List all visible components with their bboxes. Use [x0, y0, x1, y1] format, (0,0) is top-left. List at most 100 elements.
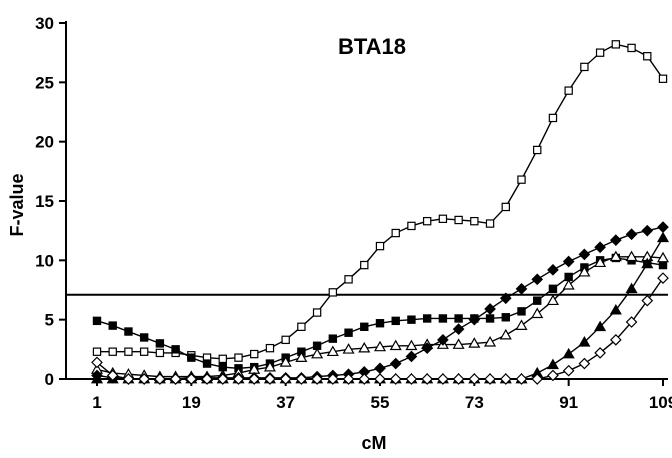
- data-point-filled-square: [485, 314, 495, 323]
- data-point-open-diamond: [311, 373, 323, 385]
- data-point-filled-triangle: [562, 347, 575, 359]
- data-point-open-triangle: [405, 339, 418, 351]
- x-tick-label: 19: [182, 393, 201, 412]
- data-point-open-square: [234, 353, 243, 362]
- data-point-filled-square: [548, 284, 558, 294]
- data-point-open-diamond: [374, 373, 386, 385]
- data-point-filled-square: [517, 307, 526, 316]
- data-point-filled-diamond: [484, 303, 496, 315]
- data-point-filled-triangle: [594, 320, 607, 332]
- data-point-open-diamond: [578, 357, 591, 370]
- y-tick-label: 20: [35, 133, 54, 152]
- y-tick-label: 10: [35, 251, 54, 270]
- data-point-open-diamond: [138, 373, 151, 385]
- data-point-open-diamond: [405, 373, 418, 385]
- data-point-open-diamond: [342, 373, 355, 385]
- data-point-open-diamond: [437, 373, 449, 385]
- data-point-filled-diamond: [625, 228, 638, 241]
- data-point-open-diamond: [122, 373, 135, 385]
- data-point-open-triangle: [515, 319, 528, 330]
- data-point-filled-diamond: [374, 362, 386, 375]
- data-point-open-diamond: [201, 373, 213, 385]
- y-tick-label: 5: [45, 311, 54, 330]
- data-point-filled-diamond: [452, 323, 465, 336]
- data-point-open-triangle: [295, 351, 308, 362]
- x-tick-label: 109: [649, 393, 672, 412]
- data-point-open-square: [548, 113, 558, 123]
- data-point-filled-square: [658, 260, 668, 270]
- data-point-filled-triangle: [578, 336, 591, 347]
- data-point-open-diamond: [468, 373, 481, 385]
- data-point-filled-square: [422, 314, 432, 323]
- data-point-filled-square: [375, 319, 385, 328]
- data-point-open-triangle: [342, 343, 355, 354]
- data-point-open-square: [344, 275, 353, 284]
- data-point-filled-diamond: [657, 221, 669, 233]
- data-point-filled-square: [155, 339, 165, 348]
- data-point-open-square: [454, 215, 463, 225]
- data-point-open-triangle: [546, 294, 559, 306]
- data-point-open-triangle: [326, 345, 339, 357]
- data-point-filled-square: [171, 345, 180, 354]
- data-point-filled-diamond: [562, 255, 575, 268]
- data-point-filled-diamond: [499, 292, 512, 305]
- data-point-open-diamond: [169, 373, 182, 385]
- data-point-filled-triangle: [609, 303, 622, 315]
- x-tick-label: 37: [276, 393, 295, 412]
- data-point-open-diamond: [531, 373, 544, 385]
- data-point-open-diamond: [421, 373, 434, 385]
- series-line: [96, 256, 664, 378]
- data-point-filled-square: [438, 314, 448, 323]
- data-point-open-square: [422, 216, 432, 226]
- data-point-open-square: [438, 214, 448, 223]
- data-point-open-square: [564, 86, 573, 95]
- data-point-open-diamond: [358, 373, 371, 385]
- data-point-filled-diamond: [641, 224, 654, 237]
- data-point-filled-diamond: [609, 234, 622, 247]
- data-point-open-diamond: [279, 373, 292, 385]
- data-point-open-square: [580, 62, 589, 72]
- data-point-filled-square: [187, 353, 196, 362]
- x-tick-label: 55: [371, 393, 390, 412]
- data-point-open-diamond: [326, 373, 339, 385]
- data-point-open-square: [250, 349, 259, 359]
- data-point-open-square: [627, 43, 636, 53]
- data-point-filled-diamond: [531, 273, 544, 286]
- data-point-open-square: [595, 48, 605, 57]
- data-point-filled-triangle: [90, 372, 104, 384]
- x-tick-label: 1: [92, 393, 101, 412]
- data-point-open-diamond: [389, 373, 402, 385]
- data-point-open-square: [375, 241, 385, 251]
- data-point-open-triangle: [578, 265, 591, 277]
- data-point-open-triangle: [358, 341, 371, 353]
- data-point-open-diamond: [232, 373, 245, 385]
- data-point-filled-square: [108, 321, 117, 330]
- y-tick-label: 25: [35, 73, 54, 92]
- data-point-open-triangle: [389, 339, 402, 351]
- x-tick-label: 73: [465, 393, 484, 412]
- data-point-open-diamond: [515, 373, 528, 385]
- data-point-open-diamond: [154, 373, 166, 385]
- data-point-open-diamond: [185, 373, 198, 385]
- series-6-open-diamond: [91, 272, 669, 385]
- chart-title: BTA18: [338, 34, 406, 59]
- data-point-open-diamond: [248, 373, 261, 385]
- data-point-open-diamond: [562, 364, 575, 377]
- data-point-filled-triangle: [641, 257, 654, 269]
- data-point-filled-square: [391, 316, 400, 326]
- data-point-filled-triangle: [656, 231, 670, 243]
- data-point-filled-triangle: [625, 282, 638, 294]
- data-point-open-square: [139, 347, 149, 356]
- data-point-open-diamond: [609, 333, 622, 346]
- data-point-filled-square: [344, 328, 353, 337]
- series-layer: [66, 40, 670, 385]
- data-point-open-square: [517, 175, 526, 184]
- data-point-filled-triangle: [546, 358, 559, 370]
- data-point-open-triangle: [499, 328, 512, 340]
- data-point-filled-diamond: [421, 342, 434, 354]
- data-point-open-diamond: [452, 373, 465, 385]
- data-point-open-square: [328, 288, 338, 297]
- data-point-open-square: [265, 343, 275, 353]
- data-point-open-triangle: [452, 338, 465, 349]
